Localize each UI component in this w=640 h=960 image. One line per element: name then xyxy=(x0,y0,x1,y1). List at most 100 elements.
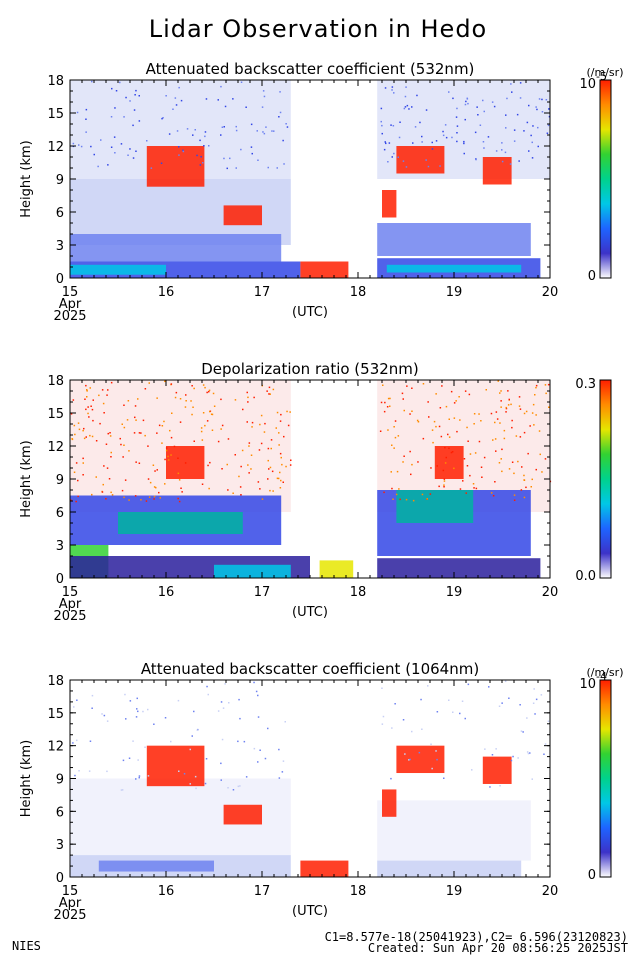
heatmap-speck xyxy=(461,700,464,702)
heatmap-speck xyxy=(138,432,141,434)
heatmap-speck xyxy=(462,480,464,482)
heatmap-region xyxy=(482,756,512,784)
heatmap-speck xyxy=(221,468,223,470)
heatmap-speck xyxy=(210,413,213,415)
heatmap-speck xyxy=(264,757,267,760)
heatmap-speck xyxy=(247,401,249,403)
x-month-label: Apr xyxy=(59,297,82,312)
heatmap-speck xyxy=(192,134,194,136)
heatmap-speck xyxy=(102,402,105,405)
heatmap-speck xyxy=(95,440,98,442)
heatmap-speck xyxy=(88,770,91,772)
heatmap-speck xyxy=(515,435,518,437)
heatmap-speck xyxy=(523,431,526,434)
heatmap-speck xyxy=(147,708,149,711)
heatmap-speck xyxy=(142,419,145,422)
heatmap-speck xyxy=(513,129,516,131)
heatmap-speck xyxy=(132,124,134,127)
heatmap-speck xyxy=(503,429,506,432)
heatmap-speck xyxy=(440,435,443,438)
heatmap-speck xyxy=(178,500,181,503)
x-tick-label: 17 xyxy=(254,285,271,300)
heatmap-speck xyxy=(72,399,75,401)
heatmap-speck xyxy=(89,434,91,437)
heatmap-speck xyxy=(248,472,250,474)
heatmap-region xyxy=(300,860,349,877)
heatmap-speck xyxy=(429,493,432,495)
heatmap-speck xyxy=(164,483,166,485)
heatmap-speck xyxy=(496,418,499,420)
heatmap-speck xyxy=(127,154,129,156)
heatmap-speck xyxy=(207,464,209,467)
heatmap-speck xyxy=(383,491,385,494)
heatmap-speck xyxy=(280,456,282,459)
colorbar xyxy=(599,379,612,579)
heatmap-speck xyxy=(145,500,148,502)
heatmap-speck xyxy=(135,89,137,92)
heatmap-speck xyxy=(443,478,446,480)
heatmap-region xyxy=(396,146,445,174)
heatmap-speck xyxy=(153,723,155,725)
heatmap-speck xyxy=(523,130,525,132)
heatmap-speck xyxy=(107,432,109,435)
heatmap-speck xyxy=(404,106,407,108)
heatmap-speck xyxy=(466,97,468,100)
heatmap-speck xyxy=(540,694,543,696)
heatmap-speck xyxy=(256,130,258,132)
heatmap-speck xyxy=(164,717,167,719)
heatmap-speck xyxy=(255,690,258,693)
heatmap-speck xyxy=(411,106,413,108)
heatmap-speck xyxy=(406,104,409,107)
heatmap-region xyxy=(70,234,282,262)
heatmap-speck xyxy=(536,108,538,111)
heatmap-speck xyxy=(268,468,270,470)
heatmap-speck xyxy=(72,142,75,145)
panel-1: Attenuated backscatter coefficient (532n… xyxy=(19,60,623,324)
heatmap-speck xyxy=(508,398,510,401)
heatmap-speck xyxy=(497,380,499,382)
colorbar-min-label: 0.0 xyxy=(575,569,596,584)
heatmap-speck xyxy=(458,396,460,398)
heatmap-speck xyxy=(501,448,503,451)
heatmap-speck xyxy=(258,449,261,451)
heatmap-speck xyxy=(411,730,413,733)
heatmap-speck xyxy=(463,142,465,145)
heatmap-speck xyxy=(278,116,280,118)
heatmap-speck xyxy=(406,385,408,387)
heatmap-speck xyxy=(105,443,108,445)
y-tick-label: 9 xyxy=(56,473,64,488)
heatmap-speck xyxy=(477,114,479,116)
heatmap-speck xyxy=(270,447,272,450)
heatmap-speck xyxy=(220,398,222,401)
heatmap-speck xyxy=(70,413,73,415)
heatmap-speck xyxy=(448,447,450,450)
heatmap-speck xyxy=(381,132,383,135)
heatmap-speck xyxy=(467,102,469,105)
heatmap-speck xyxy=(98,394,100,397)
heatmap-speck xyxy=(193,710,195,713)
y-tick-label: 9 xyxy=(56,773,64,788)
heatmap-speck xyxy=(519,82,522,84)
heatmap-speck xyxy=(392,125,395,127)
heatmap-speck xyxy=(73,424,76,427)
heatmap-speck xyxy=(106,720,109,722)
heatmap-speck xyxy=(217,99,219,101)
heatmap-speck xyxy=(522,731,524,733)
heatmap-speck xyxy=(99,422,101,425)
x-month-label: Apr xyxy=(59,597,82,612)
heatmap-speck xyxy=(267,478,269,480)
heatmap-speck xyxy=(137,398,139,400)
heatmap-speck xyxy=(204,131,207,133)
heatmap-speck xyxy=(543,753,545,755)
heatmap-speck xyxy=(134,495,137,497)
heatmap-speck xyxy=(246,421,248,423)
heatmap-speck xyxy=(453,402,456,404)
heatmap-speck xyxy=(189,748,191,751)
heatmap-speck xyxy=(200,156,202,158)
heatmap-speck xyxy=(148,382,150,384)
heatmap-speck xyxy=(417,461,419,463)
heatmap-speck xyxy=(494,438,497,440)
x-tick-label: 15 xyxy=(62,585,79,600)
x-tick-label: 19 xyxy=(446,285,463,300)
heatmap-speck xyxy=(270,439,273,441)
